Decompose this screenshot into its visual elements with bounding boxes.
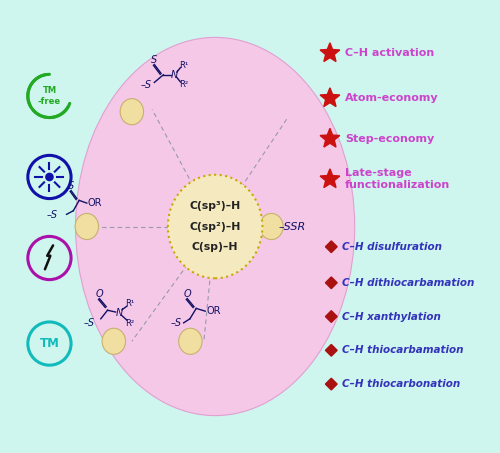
Text: –SSR: –SSR (278, 222, 305, 231)
Text: C–H xanthylation: C–H xanthylation (342, 312, 440, 322)
Text: N: N (116, 308, 124, 318)
Text: TM: TM (40, 337, 60, 350)
Text: Late-stage
functionalization: Late-stage functionalization (345, 169, 450, 190)
Polygon shape (320, 169, 340, 188)
Text: OR: OR (88, 198, 102, 208)
Text: C–H dithiocarbamation: C–H dithiocarbamation (342, 278, 474, 288)
Text: R²: R² (179, 80, 188, 89)
Text: C–H thiocarbonation: C–H thiocarbonation (342, 379, 460, 389)
Text: O: O (184, 289, 191, 299)
Text: S: S (68, 181, 74, 191)
Polygon shape (320, 128, 340, 147)
Text: R²: R² (126, 319, 134, 328)
Polygon shape (326, 344, 337, 356)
Ellipse shape (75, 213, 98, 240)
Text: Atom-economy: Atom-economy (345, 93, 438, 103)
Ellipse shape (260, 213, 283, 240)
Text: –S: –S (170, 318, 181, 328)
Ellipse shape (120, 99, 144, 125)
Text: C(sp)–H: C(sp)–H (192, 242, 238, 252)
Polygon shape (326, 277, 337, 289)
Text: C–H activation: C–H activation (345, 48, 434, 58)
Text: C(sp³)–H: C(sp³)–H (190, 201, 241, 211)
Polygon shape (326, 311, 337, 323)
Polygon shape (326, 241, 337, 253)
Text: N: N (171, 70, 178, 80)
Text: O: O (96, 289, 103, 299)
Text: C–H disulfuration: C–H disulfuration (342, 242, 442, 252)
Text: C–H thiocarbamation: C–H thiocarbamation (342, 345, 463, 355)
Text: S: S (151, 55, 158, 65)
Text: R¹: R¹ (179, 61, 188, 70)
Text: TM
-free: TM -free (38, 86, 61, 106)
Text: –S: –S (84, 318, 95, 328)
Text: C(sp²)–H: C(sp²)–H (190, 222, 241, 231)
Ellipse shape (76, 38, 354, 415)
Ellipse shape (102, 328, 126, 354)
Text: Step-economy: Step-economy (345, 134, 434, 144)
Text: –S: –S (46, 210, 58, 220)
Circle shape (45, 173, 54, 181)
Text: R¹: R¹ (126, 299, 134, 308)
Text: –S: –S (141, 80, 152, 90)
Ellipse shape (178, 328, 202, 354)
Polygon shape (320, 43, 340, 62)
Polygon shape (326, 378, 337, 390)
Polygon shape (320, 88, 340, 106)
Ellipse shape (168, 175, 262, 278)
Text: OR: OR (206, 306, 220, 316)
